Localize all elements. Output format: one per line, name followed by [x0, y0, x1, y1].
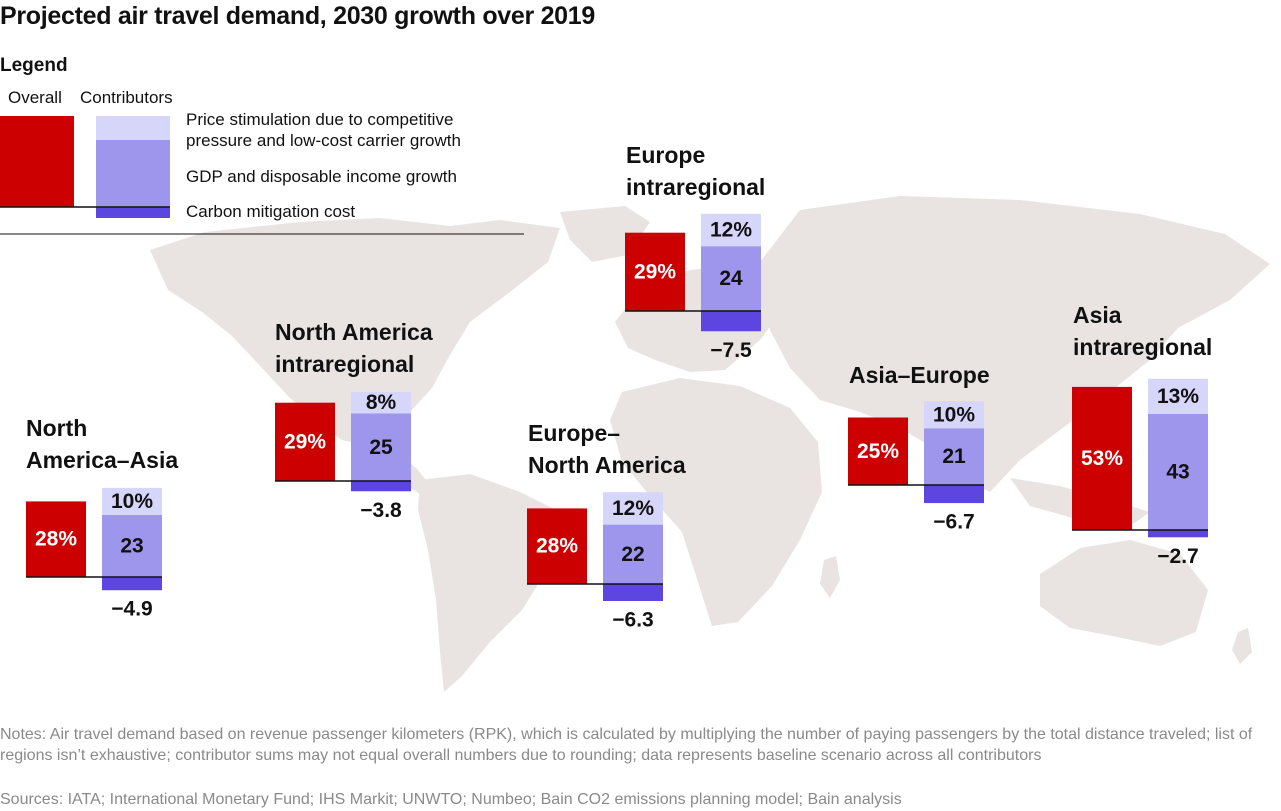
region-title-europe-north-america: Europe– North America [528, 420, 686, 478]
carbon-bar [603, 584, 663, 602]
legend-contributors-label: Contributors [80, 88, 173, 107]
region-title-asia-intraregional: Asia intraregional [1073, 302, 1213, 360]
gdp-bar [924, 428, 984, 485]
overall-value-label: 28% [536, 535, 578, 558]
sources: Sources: IATA; International Monetary Fu… [0, 791, 902, 808]
gdp-bar [603, 524, 663, 584]
price-bar [603, 492, 663, 525]
region-title-north-america-intraregional: North America intraregional [275, 319, 433, 377]
carbon-bar [102, 577, 162, 591]
map-madagascar [820, 556, 840, 598]
overall-value-label: 28% [35, 528, 77, 551]
map-north-america [150, 218, 560, 446]
carbon-bar [701, 311, 761, 332]
legend-overall-swatch [0, 116, 74, 207]
legend-title: Legend [0, 55, 68, 76]
legend-carbon-swatch [96, 207, 170, 218]
gdp-bar [102, 514, 162, 577]
overall-value-label: 25% [857, 440, 899, 463]
carbon-bar [924, 485, 984, 504]
overall-bar [1072, 386, 1132, 530]
gdp-value-label: 25 [369, 436, 393, 459]
gdp-value-label: 23 [120, 534, 143, 557]
legend-price-swatch [96, 116, 170, 140]
overall-value-label: 53% [1081, 447, 1123, 470]
carbon-value-label: −6.7 [933, 511, 974, 534]
gdp-bar [701, 246, 761, 311]
price-bar [701, 213, 761, 247]
gdp-value-label: 22 [621, 543, 644, 566]
map-australia [1040, 540, 1208, 646]
gdp-bar [351, 413, 411, 481]
gdp-value-label: 24 [719, 267, 743, 290]
price-value-label: 10% [933, 403, 975, 426]
region-title-europe-intraregional: Europe intraregional [626, 142, 766, 200]
chart-title: Projected air travel demand, 2030 growth… [0, 2, 595, 30]
gdp-bar [1148, 413, 1208, 530]
price-bar [924, 401, 984, 429]
carbon-value-label: −4.9 [111, 598, 152, 621]
region-title-north-america-asia: North America–Asia [26, 415, 179, 473]
price-bar [1148, 378, 1208, 414]
notes: Notes: Air travel demand based on revenu… [0, 726, 1253, 764]
legend-item-gdp: GDP and disposable income growth [186, 167, 457, 186]
price-value-label: 12% [710, 219, 752, 242]
price-bar [102, 487, 162, 515]
carbon-value-label: −3.8 [360, 499, 402, 522]
gdp-value-label: 43 [1166, 460, 1189, 483]
map-africa [610, 378, 822, 626]
gdp-value-label: 21 [942, 445, 966, 468]
carbon-bar [351, 481, 411, 492]
overall-value-label: 29% [634, 260, 676, 283]
price-value-label: 8% [366, 391, 397, 414]
overall-value-label: 29% [284, 430, 326, 453]
carbon-value-label: −7.5 [710, 339, 752, 362]
map-new-zealand [1232, 628, 1252, 664]
overall-bar [275, 402, 335, 481]
overall-bar [625, 232, 685, 311]
overall-bar [26, 501, 86, 577]
legend-gdp-swatch [96, 140, 170, 207]
legend-overall-label: Overall [8, 88, 62, 107]
price-bar [351, 391, 411, 414]
region-title-asia-europe: Asia–Europe [849, 362, 990, 388]
legend-item-carbon: Carbon mitigation cost [186, 202, 356, 221]
overall-bar [848, 417, 908, 485]
overall-bar [527, 508, 587, 584]
carbon-value-label: −2.7 [1157, 545, 1198, 568]
carbon-value-label: −6.3 [612, 609, 653, 632]
price-value-label: 13% [1157, 385, 1199, 408]
map-south-america [418, 474, 560, 692]
price-value-label: 10% [111, 490, 153, 513]
carbon-bar [1148, 530, 1208, 538]
legend-item-price: Price stimulation due to competitive pre… [186, 110, 461, 150]
price-value-label: 12% [612, 497, 654, 520]
